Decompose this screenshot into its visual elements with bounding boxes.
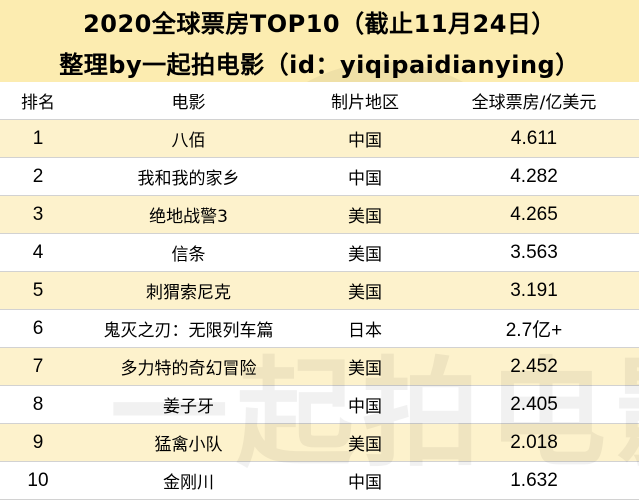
region-cell: 中国 <box>301 157 429 196</box>
region-cell: 日本 <box>301 309 429 348</box>
film-cell: 八佰 <box>76 119 301 158</box>
box-cell: 3.191 <box>429 271 639 310</box>
table-row: 3 绝地战警3 美国 4.265 <box>0 195 639 234</box>
col-header-rank: 排名 <box>0 82 76 120</box>
box-cell: 4.611 <box>429 119 639 158</box>
table-row: 10 金刚川 中国 1.632 <box>0 461 639 500</box>
table-row: 4 信条 美国 3.563 <box>0 233 639 272</box>
region-cell: 美国 <box>301 347 429 386</box>
box-cell: 2.452 <box>429 347 639 386</box>
col-header-film: 电影 <box>76 82 301 120</box>
rank-cell: 7 <box>0 347 76 386</box>
col-header-region: 制片地区 <box>301 82 429 120</box>
film-cell: 鬼灭之刃：无限列车篇 <box>76 309 301 348</box>
box-cell: 3.563 <box>429 233 639 272</box>
rank-cell: 4 <box>0 233 76 272</box>
table-row: 7 多力特的奇幻冒险 美国 2.452 <box>0 347 639 386</box>
region-cell: 美国 <box>301 233 429 272</box>
header-row: 排名 电影 制片地区 全球票房/亿美元 <box>0 82 639 120</box>
region-cell: 中国 <box>301 119 429 158</box>
region-cell: 美国 <box>301 195 429 234</box>
box-office-table: 排名 电影 制片地区 全球票房/亿美元 1 八佰 中国 4.611 2 我和我的… <box>0 82 639 500</box>
film-cell: 姜子牙 <box>76 385 301 424</box>
film-cell: 我和我的家乡 <box>76 157 301 196</box>
film-cell: 信条 <box>76 233 301 272</box>
box-cell: 4.282 <box>429 157 639 196</box>
table-row: 5 刺猬索尼克 美国 3.191 <box>0 271 639 310</box>
rank-cell: 2 <box>0 157 76 196</box>
region-cell: 中国 <box>301 385 429 424</box>
table-row: 2 我和我的家乡 中国 4.282 <box>0 157 639 196</box>
table-row: 1 八佰 中国 4.611 <box>0 119 639 158</box>
film-cell: 猛禽小队 <box>76 423 301 462</box>
table-row: 6 鬼灭之刃：无限列车篇 日本 2.7亿+ <box>0 309 639 348</box>
box-cell: 2.7亿+ <box>429 309 639 348</box>
table-row: 8 姜子牙 中国 2.405 <box>0 385 639 424</box>
col-header-box: 全球票房/亿美元 <box>429 82 639 120</box>
film-cell: 刺猬索尼克 <box>76 271 301 310</box>
box-cell: 4.265 <box>429 195 639 234</box>
film-cell: 金刚川 <box>76 461 301 500</box>
film-cell: 多力特的奇幻冒险 <box>76 347 301 386</box>
rank-cell: 9 <box>0 423 76 462</box>
region-cell: 中国 <box>301 461 429 500</box>
region-cell: 美国 <box>301 423 429 462</box>
rank-cell: 6 <box>0 309 76 348</box>
rank-cell: 3 <box>0 195 76 234</box>
box-cell: 1.632 <box>429 461 639 500</box>
rank-cell: 8 <box>0 385 76 424</box>
film-cell: 绝地战警3 <box>76 195 301 234</box>
rank-cell: 1 <box>0 119 76 158</box>
sheet-title: 2020全球票房TOP10（截止11月24日） <box>0 0 639 43</box>
box-cell: 2.405 <box>429 385 639 424</box>
rank-cell: 10 <box>0 461 76 500</box>
table-row: 9 猛禽小队 美国 2.018 <box>0 423 639 462</box>
sheet-subtitle: 整理by一起拍电影（id：yiqipaidianying） <box>0 42 639 83</box>
region-cell: 美国 <box>301 271 429 310</box>
box-cell: 2.018 <box>429 423 639 462</box>
rank-cell: 5 <box>0 271 76 310</box>
